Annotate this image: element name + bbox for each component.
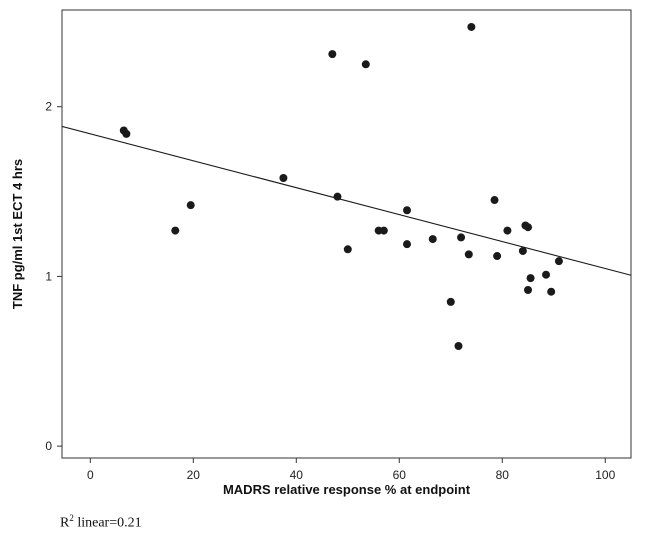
y-axis: 0 1 2	[45, 100, 62, 453]
data-point	[457, 233, 466, 242]
plot-area	[61, 9, 632, 459]
x-axis: 0 20 40 60 80 100	[87, 458, 616, 482]
data-point	[186, 201, 195, 210]
y-tick-label: 1	[45, 269, 52, 283]
data-point	[122, 129, 131, 138]
data-point	[379, 226, 388, 235]
data-point	[524, 223, 533, 232]
data-point	[361, 60, 370, 69]
data-point	[518, 246, 527, 255]
data-points	[119, 22, 563, 350]
x-tick-label: 20	[187, 468, 201, 482]
y-tick-label: 0	[45, 439, 52, 453]
data-point	[554, 257, 563, 266]
r2-value: linear=0.21	[73, 515, 142, 531]
y-tick-label: 2	[45, 100, 52, 114]
data-point	[547, 287, 556, 296]
data-point	[454, 342, 463, 350]
data-point	[171, 226, 180, 235]
data-point	[493, 252, 502, 261]
data-point	[524, 286, 533, 294]
data-point	[542, 270, 551, 279]
r2-annotation: R2 linear=0.21	[60, 513, 142, 532]
x-tick-label: 80	[496, 468, 510, 482]
r2-base: R	[60, 515, 70, 531]
data-point	[279, 174, 288, 182]
data-point	[333, 192, 342, 201]
data-point	[446, 297, 455, 306]
x-axis-title: MADRS relative response % at endpoint	[223, 482, 471, 497]
x-tick-label: 0	[87, 468, 94, 482]
data-point	[503, 226, 512, 235]
data-point	[428, 235, 437, 244]
data-point	[343, 245, 352, 254]
data-point	[403, 240, 412, 249]
r2-superscript: 2	[69, 513, 74, 523]
data-point	[526, 274, 535, 283]
data-point	[467, 22, 476, 31]
data-point	[403, 206, 412, 215]
data-point	[490, 196, 499, 205]
y-axis-title: TNF pg/ml 1st ECT 4 hrs	[10, 159, 25, 309]
x-tick-label: 60	[393, 468, 407, 482]
x-tick-label: 40	[290, 468, 304, 482]
data-point	[464, 250, 473, 259]
linear-fit-line	[61, 125, 632, 276]
data-point	[328, 50, 337, 59]
x-tick-label: 100	[595, 468, 615, 482]
